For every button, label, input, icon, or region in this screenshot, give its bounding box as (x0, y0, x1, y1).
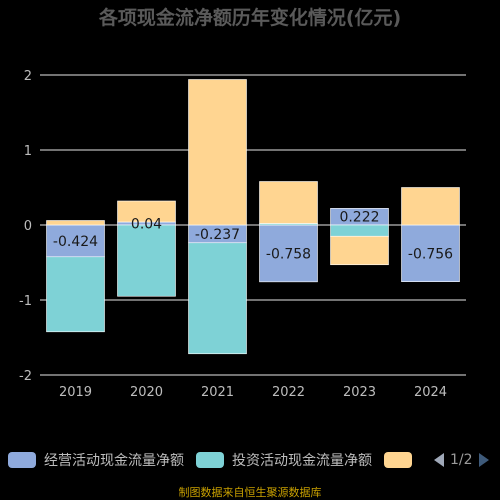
bar-series2-2022 (259, 181, 318, 224)
bar-series2-2023 (330, 235, 389, 266)
bar-series2-2021 (188, 79, 247, 226)
triangle-right-icon[interactable] (478, 453, 489, 467)
source-footer: 制图数据来自恒生聚源数据库 (178, 486, 322, 499)
bar-series0-2024 (401, 224, 460, 283)
legend-item-investing[interactable]: 投资活动现金流量净额 (196, 450, 372, 470)
data-label: -0.756 (408, 246, 453, 262)
data-label: 0.222 (339, 210, 379, 226)
x-tick-label: 2021 (201, 385, 234, 400)
chart-plot: -2 -1 0 1 2 2019 2020 2021 2022 2023 2024 -0.424 0.0… (19, 69, 466, 400)
x-tick-label: 2020 (130, 385, 163, 400)
triangle-left-icon[interactable] (434, 453, 444, 467)
legend-item-operating[interactable]: 经营活动现金流量净额 (8, 450, 184, 470)
bar-series2-2019 (46, 220, 105, 226)
legend-item-third[interactable] (384, 452, 420, 468)
bar-series2-2020 (117, 200, 176, 223)
legend-label-operating: 经营活动现金流量净额 (44, 453, 184, 469)
legend-swatch-operating (8, 452, 36, 468)
x-tick-label: 2022 (272, 385, 305, 400)
legend-page-indicator: 1/2 (450, 452, 473, 468)
bar-series1-2020 (117, 224, 176, 297)
legend-label-investing: 投资活动现金流量净额 (232, 453, 372, 469)
legend-pager: 1/2 (434, 452, 489, 468)
bar-series0-2022 (259, 224, 318, 283)
bar-series2-2024 (401, 187, 460, 226)
y-tick-label: 0 (24, 219, 32, 234)
bar-series0-2019 (46, 224, 105, 258)
bar-series1-2023 (330, 224, 389, 237)
data-label: -0.237 (195, 227, 240, 243)
y-tick-label: 1 (24, 144, 32, 159)
x-tick-label: 2023 (343, 385, 376, 400)
legend-swatch-investing (196, 452, 224, 468)
x-tick-label: 2024 (414, 385, 447, 400)
y-tick-label: -2 (19, 369, 32, 384)
x-tick-label: 2019 (59, 385, 92, 400)
legend: 经营活动现金流量净额 投资活动现金流量净额 1/2 (0, 446, 500, 474)
y-tick-label: -1 (19, 294, 32, 309)
chart-title: 各项现金流净额历年变化情况(亿元) (98, 7, 402, 29)
bar-series1-2019 (46, 256, 105, 333)
data-label: -0.424 (53, 234, 98, 250)
data-label: 0.04 (131, 217, 162, 233)
bar-series1-2021 (188, 242, 247, 355)
y-tick-label: 2 (24, 69, 32, 84)
legend-swatch-third (384, 452, 412, 468)
data-label: -0.758 (266, 246, 311, 262)
